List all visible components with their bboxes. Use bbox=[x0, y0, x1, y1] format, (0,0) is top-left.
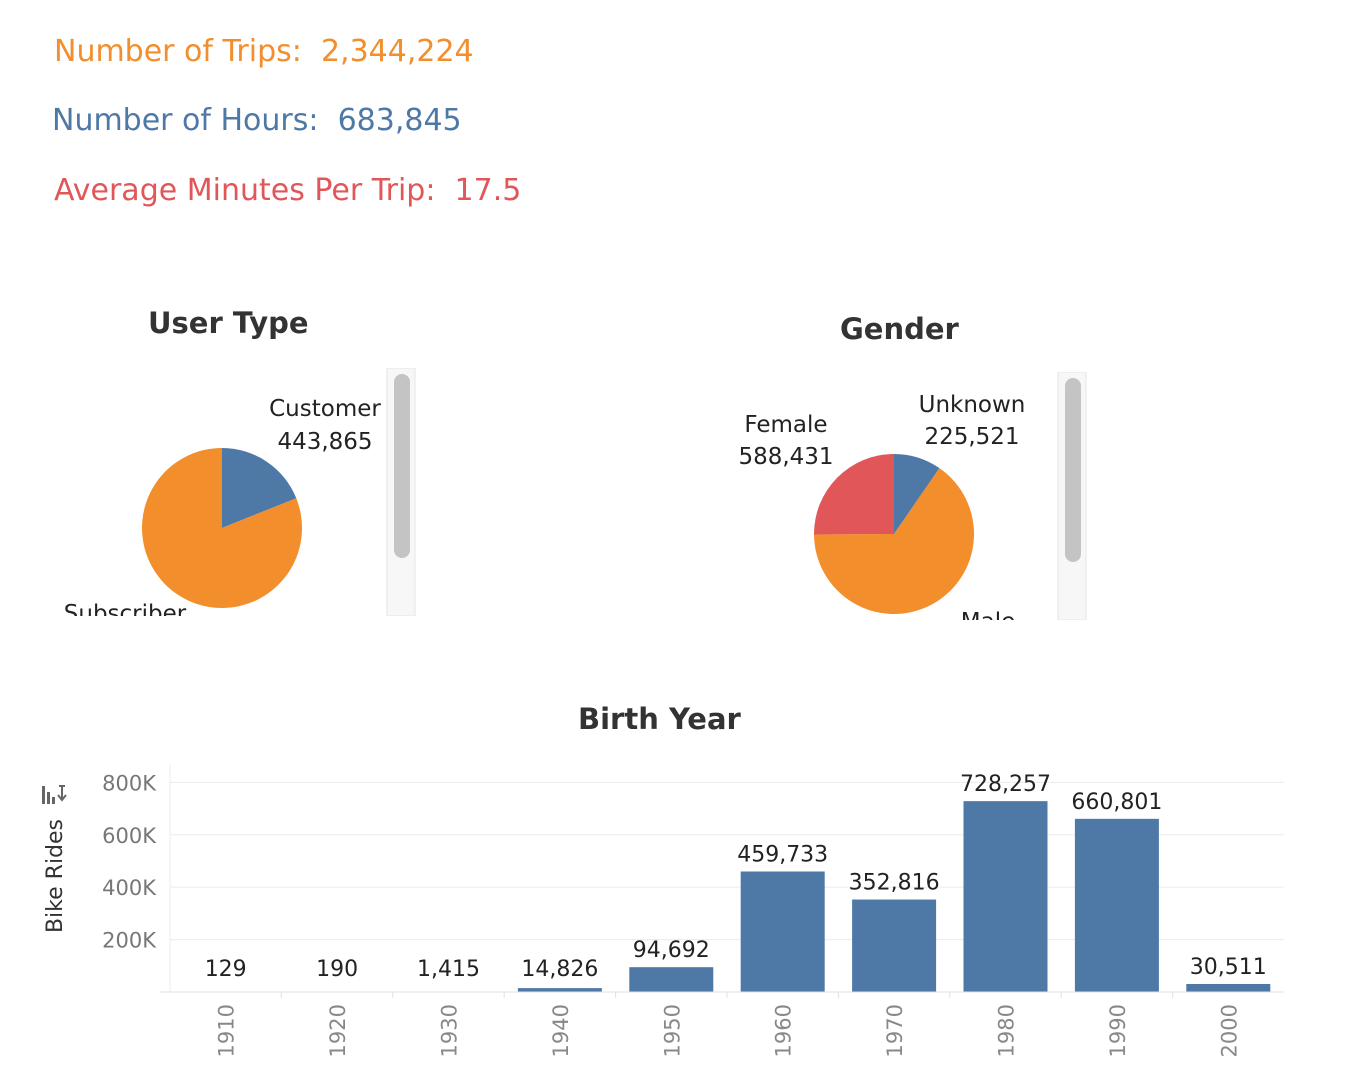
bar-1970[interactable] bbox=[852, 899, 937, 992]
gender-scroll-thumb[interactable] bbox=[1065, 378, 1081, 562]
bar-1940[interactable] bbox=[517, 988, 602, 992]
user-type-slice-customer[interactable] bbox=[222, 448, 297, 528]
bar-value-label: 94,692 bbox=[633, 938, 710, 963]
male-label-name: Male bbox=[961, 609, 1015, 620]
bar-value-label: 660,801 bbox=[1071, 790, 1162, 815]
bar-value-label: 728,257 bbox=[960, 772, 1051, 797]
x-tick-label: 1970 bbox=[883, 1004, 907, 1057]
bar-1990[interactable] bbox=[1074, 818, 1159, 992]
bar-value-label: 30,511 bbox=[1190, 955, 1267, 980]
birth-year-title: Birth Year bbox=[578, 702, 741, 736]
gender-slice-female[interactable] bbox=[814, 454, 894, 535]
bar-2000[interactable] bbox=[1186, 984, 1271, 992]
y-tick-label: 200K bbox=[102, 929, 157, 953]
gender-slice-unknown[interactable] bbox=[894, 454, 940, 534]
kpi-hours: Number of Hours: 683,845 bbox=[52, 103, 462, 138]
female-label-name: Female bbox=[744, 412, 827, 438]
bar-1960[interactable] bbox=[740, 871, 825, 992]
user-type-slice-subscriber[interactable] bbox=[142, 448, 302, 608]
user-type-scroll-thumb[interactable] bbox=[394, 374, 410, 558]
bar-value-label: 459,733 bbox=[737, 843, 828, 868]
x-tick-label: 1920 bbox=[326, 1004, 350, 1057]
gender-pie-chart: Female 588,431 Unknown 225,521 Male bbox=[738, 372, 1087, 620]
x-tick-label: 1980 bbox=[995, 1004, 1019, 1057]
female-label-value: 588,431 bbox=[738, 444, 833, 470]
x-tick-label: 1930 bbox=[438, 1004, 462, 1057]
bar-value-label: 14,826 bbox=[521, 957, 598, 982]
kpi-trips-value: 2,344,224 bbox=[320, 34, 474, 69]
customer-label-name: Customer bbox=[269, 396, 381, 422]
bar-1980[interactable] bbox=[963, 801, 1048, 992]
sort-icon[interactable] bbox=[42, 785, 67, 804]
kpi-avg-value: 17.5 bbox=[454, 173, 522, 208]
subscriber-label-name: Subscriber bbox=[64, 601, 187, 616]
unknown-label-value: 225,521 bbox=[924, 424, 1019, 450]
bar-value-label: 129 bbox=[205, 957, 247, 982]
y-tick-label: 600K bbox=[102, 824, 157, 848]
kpi-hours-label: Number of Hours: bbox=[52, 103, 319, 138]
x-tick-label: 1910 bbox=[215, 1004, 239, 1057]
x-tick-label: 1940 bbox=[549, 1004, 573, 1057]
user-type-title: User Type bbox=[148, 306, 309, 340]
kpi-avg-label: Average Minutes Per Trip: bbox=[54, 173, 436, 208]
user-type-pie-chart: Customer 443,865 Subscriber bbox=[64, 368, 416, 616]
x-tick-label: 1990 bbox=[1106, 1004, 1130, 1057]
x-tick-label: 1950 bbox=[660, 1004, 684, 1057]
gender-slice-male[interactable] bbox=[814, 468, 974, 614]
y-axis-label: Bike Rides bbox=[43, 819, 68, 933]
kpi-trips: Number of Trips: 2,344,224 bbox=[54, 34, 474, 69]
x-tick-label: 1960 bbox=[772, 1004, 796, 1057]
kpi-avg-minutes: Average Minutes Per Trip: 17.5 bbox=[54, 173, 521, 208]
bar-1950[interactable] bbox=[629, 967, 714, 992]
y-tick-label: 400K bbox=[102, 876, 157, 900]
unknown-label-name: Unknown bbox=[919, 392, 1026, 418]
bar-value-label: 352,816 bbox=[849, 871, 940, 896]
y-tick-label: 800K bbox=[102, 771, 157, 795]
customer-label-value: 443,865 bbox=[277, 429, 372, 455]
x-tick-label: 2000 bbox=[1217, 1004, 1241, 1057]
birth-year-bar-chart: 200K 400K 600K 800K 129 190 1,415 14,826 94,692… bbox=[42, 764, 1284, 1057]
gender-title: Gender bbox=[840, 312, 959, 346]
kpi-hours-value: 683,845 bbox=[337, 103, 462, 138]
kpi-trips-label: Number of Trips: bbox=[54, 34, 302, 69]
bar-value-label: 1,415 bbox=[417, 957, 480, 982]
bar-value-label: 190 bbox=[316, 957, 358, 982]
